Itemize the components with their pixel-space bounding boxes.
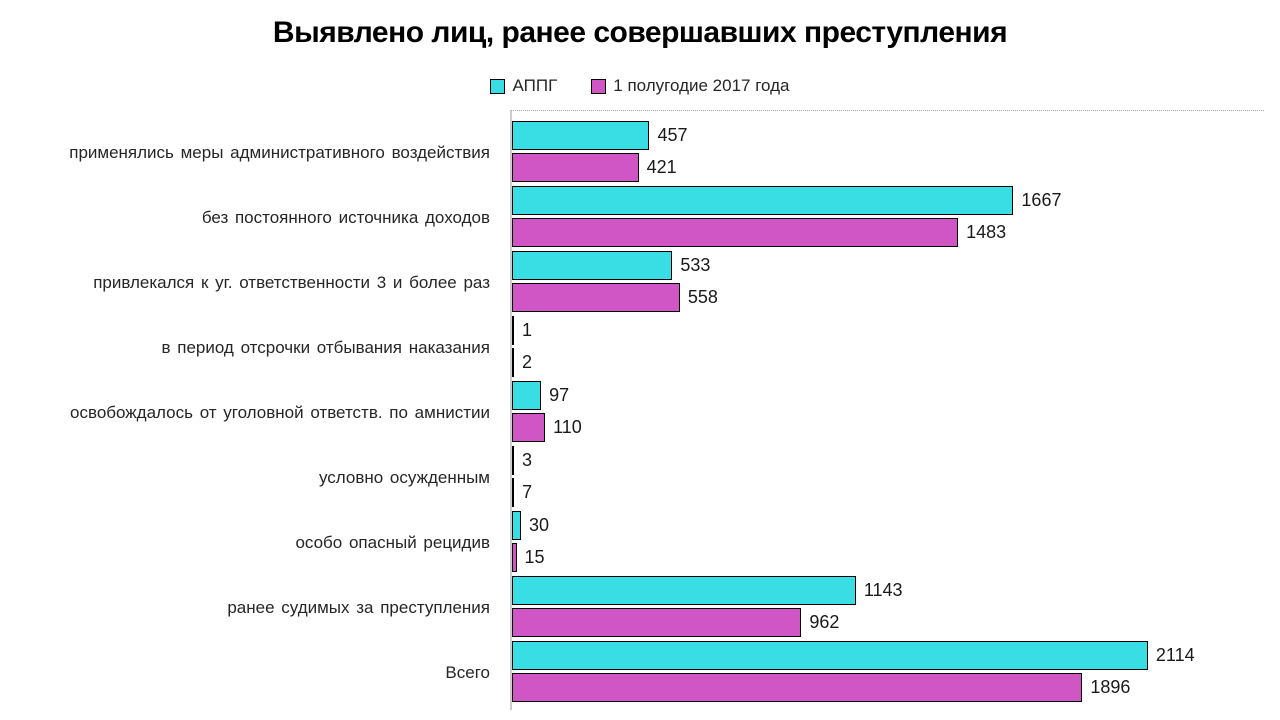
bar-row: 1 [512,316,1264,345]
legend-swatch-icon [490,78,506,94]
bar-value-label: 962 [809,612,840,632]
bar-2017 [512,218,959,247]
bar-row: 421 [512,153,1264,182]
bar-appg [512,576,856,605]
legend-item-1: 1 полугодие 2017 года [591,76,790,96]
category-label: условно осужденным [318,467,490,487]
bar-value-label: 3 [522,450,533,470]
category-label: Всего [445,662,490,682]
bar-value-label: 1667 [1021,190,1062,210]
legend-swatch-icon [591,78,607,94]
bar-2017 [512,413,546,442]
bar-row: 962 [512,608,1264,637]
bar-value-label: 457 [657,125,688,145]
bar-value-label: 1143 [863,580,903,600]
bar-value-label: 2 [522,352,533,372]
bar-appg [512,641,1148,670]
bar-2017 [512,608,802,637]
category-label: применялись меры административного возде… [69,142,490,162]
bar-group: 30 15 [512,510,1264,575]
legend-label: АППГ [512,76,558,95]
bar-value-label: 30 [529,515,550,535]
bar-value-label: 1 [522,320,533,340]
bar-row: 30 [512,511,1264,540]
bar-row: 1667 [512,186,1264,215]
bar-appg [512,446,514,475]
bar-appg [512,316,514,345]
bar-value-label: 533 [680,255,711,275]
bar-value-label: 110 [553,417,582,437]
category-label: в период отсрочки отбывания наказания [161,337,490,357]
bar-row: 2114 [512,641,1264,670]
bar-group: 533 558 [512,250,1264,315]
chart-legend: АППГ 1 полугодие 2017 года [0,76,1280,96]
bar-appg [512,121,650,150]
bar-row: 110 [512,413,1264,442]
bar-2017 [512,348,514,377]
bar-group: 457 421 [512,120,1264,185]
bar-group: 1143 962 [512,575,1264,640]
bar-row: 1483 [512,218,1264,247]
bar-appg [512,186,1014,215]
bar-row: 2 [512,348,1264,377]
bar-value-label: 7 [522,482,533,502]
bar-group: 97 110 [512,380,1264,445]
bar-chart: применялись меры административного возде… [0,110,1264,710]
legend-label: 1 полугодие 2017 года [613,76,790,95]
bar-group: 1667 1483 [512,185,1264,250]
bar-value-label: 97 [549,385,570,405]
legend-item-0: АППГ [490,76,557,96]
bar-row: 558 [512,283,1264,312]
bar-row: 15 [512,543,1264,572]
plot-area: 457 421 1667 1483 533 558 1 2 97 110 3 7 30 15 1143 962… [510,110,1264,710]
bar-2017 [512,543,517,572]
bar-value-label: 1896 [1090,677,1131,697]
bar-2017 [512,153,639,182]
bar-value-label: 421 [646,157,677,177]
chart-title: Выявлено лиц, ранее совершавших преступл… [272,16,1008,49]
bar-appg [512,381,542,410]
bar-row: 97 [512,381,1264,410]
bar-group: 2114 1896 [512,640,1264,705]
bar-row: 7 [512,478,1264,507]
bar-2017 [512,673,1083,702]
bar-row: 457 [512,121,1264,150]
category-axis: применялись меры административного возде… [0,110,510,710]
category-label: без постоянного источника доходов [201,207,490,227]
bar-appg [512,511,522,540]
bar-appg [512,251,673,280]
category-label: привлекался к уг. ответственности 3 и бо… [93,272,490,292]
bar-row: 3 [512,446,1264,475]
category-label: ранее судимых за преступления [227,597,490,617]
bar-2017 [512,478,515,507]
category-label: особо опасный рецидив [295,532,490,552]
category-label: освобождалось от уголовной ответств. по … [70,402,490,422]
bar-value-label: 15 [524,547,545,567]
bar-2017 [512,283,680,312]
bar-value-label: 558 [687,287,718,307]
bar-value-label: 2114 [1155,645,1195,665]
bar-row: 533 [512,251,1264,280]
bar-row: 1143 [512,576,1264,605]
bar-value-label: 1483 [966,222,1007,242]
bar-row: 1896 [512,673,1264,702]
